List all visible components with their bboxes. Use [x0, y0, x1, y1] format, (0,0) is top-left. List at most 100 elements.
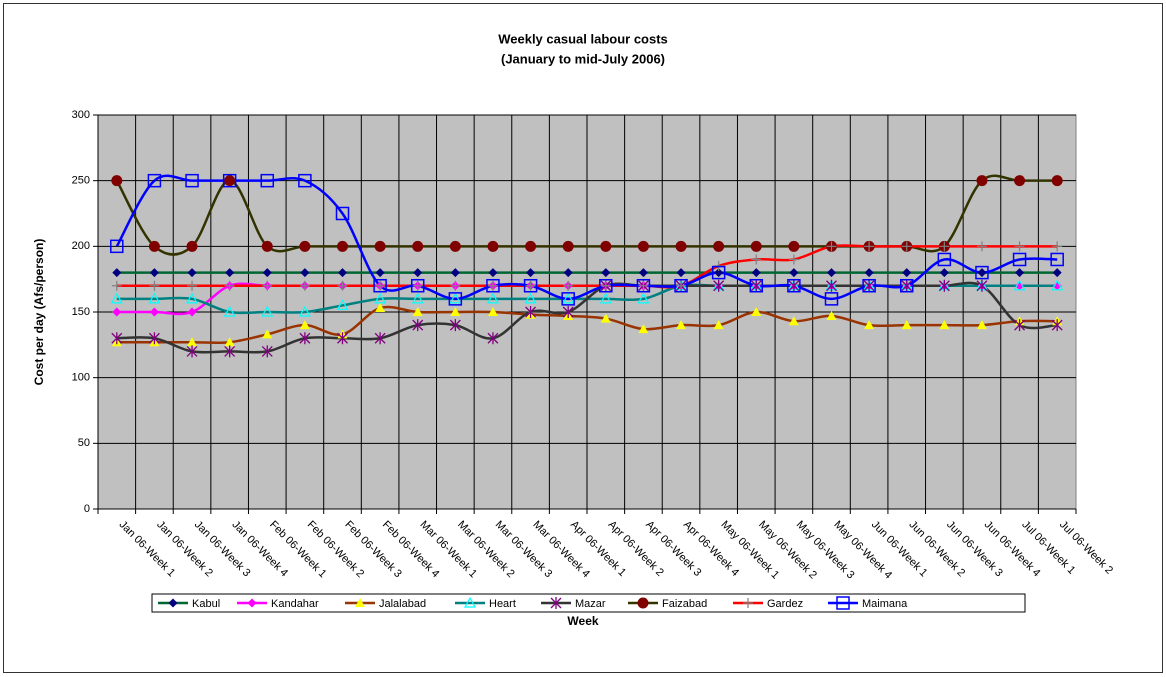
marker — [186, 292, 199, 304]
marker — [674, 278, 688, 293]
marker-shape — [412, 307, 423, 316]
marker-shape — [826, 310, 837, 320]
marker — [939, 320, 950, 330]
marker-shape — [487, 280, 498, 291]
marker-shape — [523, 278, 538, 293]
marker-shape — [600, 240, 612, 252]
marker-shape — [486, 278, 500, 293]
marker — [939, 268, 949, 278]
marker — [374, 240, 386, 252]
marker — [826, 279, 837, 292]
marker-shape — [638, 268, 648, 278]
marker-shape — [836, 596, 850, 610]
marker-shape — [713, 320, 724, 330]
marker-shape — [298, 305, 311, 317]
marker — [187, 268, 197, 278]
marker — [976, 175, 988, 187]
marker — [600, 313, 611, 323]
marker-shape — [224, 345, 236, 358]
marker — [112, 307, 122, 317]
marker-shape — [711, 265, 726, 280]
marker-shape — [976, 320, 987, 330]
marker-shape — [676, 268, 686, 278]
marker-shape — [224, 175, 236, 187]
marker-shape — [111, 175, 123, 187]
marker — [711, 265, 726, 280]
marker — [450, 280, 461, 291]
marker-shape — [901, 279, 913, 292]
marker — [412, 307, 423, 316]
marker-shape — [149, 307, 159, 317]
marker — [826, 241, 837, 252]
marker-shape — [355, 598, 365, 607]
marker-shape — [412, 319, 424, 332]
marker — [562, 292, 575, 304]
marker — [636, 278, 651, 293]
y-tick-label: 0 — [84, 503, 90, 515]
marker-shape — [187, 337, 198, 347]
marker-shape — [1012, 252, 1027, 267]
marker — [224, 337, 235, 347]
marker — [298, 305, 311, 317]
marker-shape — [335, 206, 350, 221]
marker-shape — [674, 278, 688, 293]
y-tick-label: 50 — [78, 437, 90, 449]
marker-shape — [675, 240, 687, 252]
marker-shape — [1013, 279, 1026, 291]
marker — [864, 320, 875, 330]
marker-shape — [374, 292, 387, 304]
marker-shape — [599, 278, 613, 293]
marker — [714, 268, 724, 278]
marker — [486, 278, 500, 293]
marker — [901, 320, 912, 330]
marker-shape — [899, 278, 914, 293]
marker-shape — [449, 319, 461, 332]
legend-label: Maimana — [862, 598, 908, 610]
marker — [901, 279, 913, 292]
marker-shape — [112, 268, 122, 278]
marker-shape — [550, 597, 562, 609]
marker — [788, 279, 800, 292]
marker — [337, 332, 348, 345]
marker-shape — [1052, 241, 1063, 252]
marker-shape — [168, 598, 178, 608]
marker — [449, 240, 461, 252]
marker-shape — [788, 316, 799, 326]
marker-shape — [299, 280, 310, 291]
marker — [487, 240, 499, 252]
marker — [713, 240, 725, 252]
marker-shape — [300, 268, 310, 278]
marker — [638, 268, 648, 278]
legend-label: Jalalabad — [379, 598, 426, 610]
marker-shape — [526, 268, 536, 278]
marker — [637, 597, 649, 609]
marker — [412, 319, 424, 332]
marker-shape — [901, 241, 912, 252]
marker — [412, 280, 423, 291]
marker-shape — [450, 268, 460, 278]
marker-shape — [976, 241, 987, 252]
marker-shape — [1052, 281, 1062, 291]
marker — [864, 268, 874, 278]
marker — [1052, 268, 1062, 278]
marker-shape — [788, 240, 800, 252]
marker — [410, 278, 425, 293]
marker-shape — [525, 280, 536, 291]
marker-shape — [937, 252, 952, 267]
marker-shape — [262, 329, 273, 339]
marker-shape — [864, 320, 875, 330]
marker-shape — [261, 240, 273, 252]
marker — [525, 240, 537, 252]
marker — [901, 241, 912, 252]
marker-shape — [824, 292, 839, 306]
marker — [1015, 268, 1025, 278]
marker — [375, 268, 385, 278]
marker — [222, 173, 237, 188]
marker — [373, 278, 387, 293]
marker — [862, 278, 876, 293]
legend-label: Gardez — [767, 598, 803, 610]
marker-shape — [525, 240, 537, 252]
marker-shape — [938, 279, 950, 292]
marker-shape — [262, 268, 272, 278]
marker — [864, 241, 875, 252]
